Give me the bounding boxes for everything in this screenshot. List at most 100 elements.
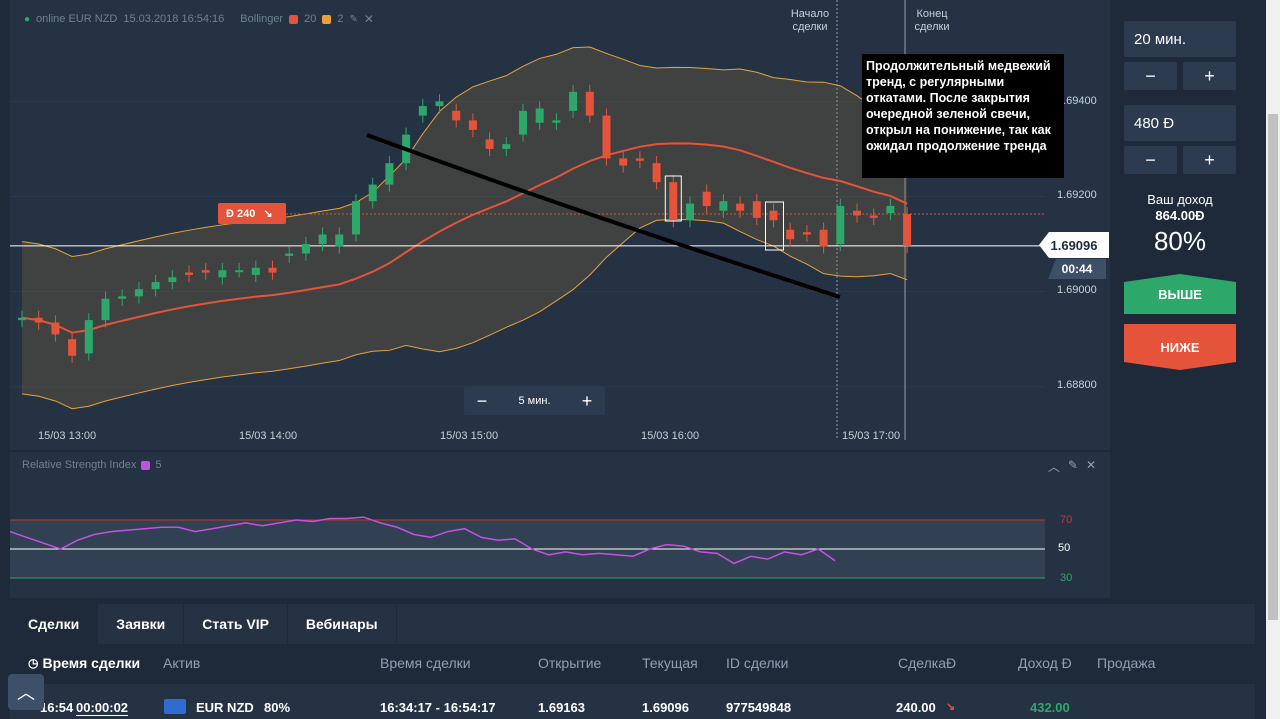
edit-icon[interactable]: ✎ bbox=[1067, 458, 1078, 472]
row-current: 1.69096 bbox=[642, 700, 689, 715]
candle-body bbox=[84, 320, 93, 354]
collapse-icon[interactable]: ︿ bbox=[1047, 460, 1060, 474]
col-header-id[interactable]: ID сделки bbox=[726, 655, 789, 671]
bollinger-fill bbox=[22, 47, 908, 409]
col-header-sell[interactable]: Продажа bbox=[1097, 655, 1156, 671]
close-icon[interactable]: ✕ bbox=[1085, 458, 1096, 472]
candle-body bbox=[702, 191, 711, 206]
tab-vip[interactable]: Стать VIP bbox=[184, 604, 288, 644]
candle-body bbox=[435, 101, 444, 107]
candle-body bbox=[318, 234, 327, 245]
amount-plus-button[interactable]: + bbox=[1183, 146, 1236, 174]
timeframe-value: 5 мин. bbox=[518, 395, 551, 407]
payout-percent: 80% bbox=[1153, 226, 1207, 256]
time-label-5: 15/03 17:00 bbox=[842, 430, 901, 442]
amount-minus-button[interactable]: − bbox=[1124, 146, 1177, 174]
rsi-level-50: 50 bbox=[1058, 542, 1071, 554]
timeframe-control: − 5 мин. + bbox=[464, 387, 605, 415]
rsi-panel[interactable]: Relative Strength Index 5 ︿ ✎ ✕ 70 50 30 bbox=[10, 452, 1110, 598]
col-header-amount[interactable]: СделкаÐ bbox=[898, 655, 957, 671]
edit-icon[interactable]: ✎ bbox=[349, 13, 358, 25]
current-price-badge: 1.69096 bbox=[1039, 232, 1109, 258]
candle-body bbox=[251, 267, 260, 275]
middle-band-color-icon bbox=[289, 14, 299, 24]
indicator-param2: 2 bbox=[337, 13, 344, 25]
bollinger-middle bbox=[21, 142, 908, 334]
higher-button[interactable]: ВЫШЕ bbox=[1124, 274, 1236, 314]
highlight-box bbox=[664, 175, 682, 222]
row-countdown: 00:00:02 bbox=[76, 700, 129, 716]
band-color-icon bbox=[322, 14, 332, 24]
candle-body bbox=[218, 270, 227, 278]
candle-body bbox=[652, 163, 661, 183]
candle-body bbox=[268, 267, 277, 273]
income-value: 864.00Ð bbox=[1155, 208, 1205, 223]
chart-canvas bbox=[10, 0, 1045, 440]
trades-panel: Сделки Заявки Стать VIP Вебинары ◷ Время… bbox=[10, 604, 1255, 719]
income-label: Ваш доход bbox=[1147, 192, 1213, 207]
eu-flag-icon bbox=[164, 699, 186, 714]
close-icon[interactable]: ✕ bbox=[363, 12, 374, 26]
trade-marker[interactable]: Ð 240 ↘ bbox=[218, 203, 286, 224]
time-label-1: 15/03 13:00 bbox=[38, 430, 97, 442]
bollinger-lower bbox=[21, 219, 908, 410]
zoom-in-button[interactable]: + bbox=[581, 390, 593, 411]
row-open: 1.69163 bbox=[538, 700, 585, 715]
col-header-current[interactable]: Текущая bbox=[642, 655, 698, 671]
deal-end-label: Конец сделки bbox=[914, 8, 950, 33]
col-header-open[interactable]: Открытие bbox=[538, 655, 602, 671]
rsi-series bbox=[10, 516, 836, 565]
bollinger-upper bbox=[21, 46, 908, 258]
tab-trades[interactable]: Сделки bbox=[10, 604, 99, 644]
col-header-asset[interactable]: Актив bbox=[163, 655, 201, 671]
candle-body bbox=[101, 298, 110, 321]
candle-body bbox=[535, 108, 544, 123]
row-income: 432.00 bbox=[1030, 700, 1070, 715]
candle-body bbox=[836, 205, 845, 245]
candle-timer: 00:44 bbox=[1048, 259, 1106, 279]
duration-minus-button[interactable]: − bbox=[1124, 62, 1177, 90]
candle-body bbox=[903, 214, 912, 246]
candle-body bbox=[602, 115, 611, 159]
col-header-time-left[interactable]: ◷ Время сделки bbox=[28, 655, 140, 671]
price-chart[interactable]: ● online EUR NZD 15.03.2018 16:54:16 Bol… bbox=[10, 0, 1110, 450]
tab-orders[interactable]: Заявки bbox=[98, 604, 185, 644]
scrollbar-thumb[interactable] bbox=[1268, 114, 1278, 620]
amount-field[interactable]: 480 Ð bbox=[1124, 105, 1236, 141]
candle-body bbox=[686, 203, 694, 221]
candle-body bbox=[335, 234, 344, 247]
candle-body bbox=[418, 106, 427, 116]
lower-button[interactable]: НИЖЕ bbox=[1124, 324, 1236, 370]
asset-status: online EUR NZD bbox=[36, 13, 118, 25]
rsi-toolbar: ︿ ✎ ✕ bbox=[1048, 458, 1096, 475]
table-row[interactable] bbox=[10, 684, 1255, 719]
candle-body bbox=[886, 205, 895, 214]
chevron-up-icon: ︿ bbox=[17, 683, 35, 703]
duration-plus-button[interactable]: + bbox=[1183, 62, 1236, 90]
candle-body bbox=[301, 244, 310, 254]
col-header-income[interactable]: Доход Ð bbox=[1018, 655, 1072, 671]
candle-body bbox=[151, 282, 160, 290]
rsi-canvas bbox=[10, 516, 1045, 579]
tab-webinars[interactable]: Вебинары bbox=[288, 604, 397, 644]
scroll-top-button[interactable]: ︿ bbox=[8, 674, 44, 710]
duration-field[interactable]: 20 мин. bbox=[1124, 21, 1236, 57]
trades-tabs: Сделки Заявки Стать VIP Вебинары bbox=[10, 604, 1255, 644]
rsi-level-30: 30 bbox=[1060, 572, 1073, 584]
candle-body bbox=[118, 296, 127, 299]
candle-body bbox=[468, 120, 477, 130]
candle-body bbox=[168, 277, 177, 283]
chart-header: ● online EUR NZD 15.03.2018 16:54:16 Bol… bbox=[24, 12, 374, 26]
candle-body bbox=[719, 201, 728, 211]
candle-body bbox=[502, 144, 511, 149]
price-label-4: 1.68800 bbox=[1057, 379, 1097, 391]
row-asset-percent: 80% bbox=[264, 700, 291, 715]
col-header-period[interactable]: Время сделки bbox=[380, 655, 471, 671]
order-panel: 20 мин. − + 480 Ð − + Ваш доход 864.00Ð … bbox=[1114, 0, 1266, 600]
zoom-out-button[interactable]: − bbox=[476, 390, 488, 411]
price-label-3: 1.69000 bbox=[1057, 284, 1097, 296]
clock-icon: ◷ bbox=[28, 656, 39, 670]
candle-body bbox=[519, 110, 527, 135]
candle-body bbox=[485, 139, 494, 149]
